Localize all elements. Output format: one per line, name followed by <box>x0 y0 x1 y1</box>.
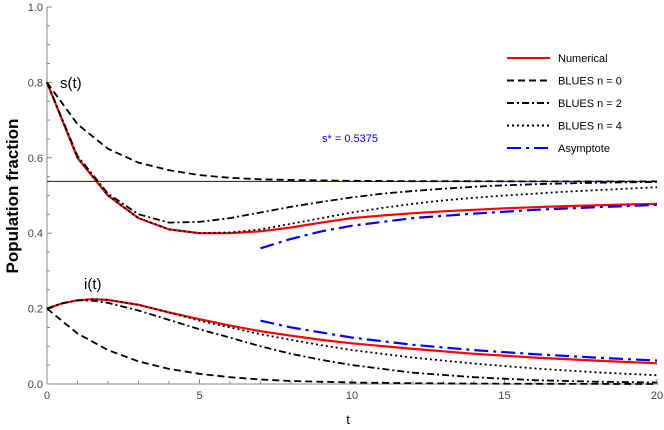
legend: Numerical BLUES n = 0 BLUES n = 2 BLUES n =… <box>507 53 622 155</box>
series-numerical-i <box>46 298 658 365</box>
x-axis-label: t <box>346 412 350 427</box>
series-group <box>45 81 658 385</box>
legend-label: BLUES n = 4 <box>558 121 622 133</box>
legend-label: BLUES n = 2 <box>558 98 622 110</box>
series-blues-n-4-s <box>46 82 658 235</box>
series-numerical-s <box>45 81 658 235</box>
y-axis-label: Population fraction <box>3 119 22 274</box>
series-blues-n-0-i <box>46 307 658 385</box>
i-curve-label: i(t) <box>84 276 102 293</box>
s-curve-label: s(t) <box>60 75 82 92</box>
legend-label: Asymptote <box>558 143 610 155</box>
legend-label: BLUES n = 0 <box>558 76 622 88</box>
series-blues-n-0-s <box>46 81 657 183</box>
x-tick-label: 0 <box>44 390 50 402</box>
y-tick-label: 0.8 <box>28 77 43 89</box>
x-tick-label: 15 <box>498 390 510 402</box>
legend-label: Numerical <box>558 53 608 65</box>
y-tick-label: 0.2 <box>28 304 43 316</box>
series-asymptote-i <box>260 319 658 362</box>
y-tick-label: 0.6 <box>28 153 43 165</box>
x-tick-label: 10 <box>346 390 358 402</box>
series-blues-n-2-i <box>46 299 658 384</box>
y-tick-label: 1.0 <box>28 2 43 14</box>
x-tick-label: 20 <box>651 390 663 402</box>
series-asymptote-s <box>260 203 658 250</box>
axes: 0 5 10 15 20 0.0 0.2 0.4 0.6 0.8 1.0 <box>28 2 663 402</box>
series-blues-n-2-s <box>46 82 658 224</box>
y-tick-label: 0.4 <box>28 228 43 240</box>
x-tick-label: 5 <box>196 390 202 402</box>
y-tick-label: 0.0 <box>28 379 43 391</box>
s-star-label: s* = 0.5375 <box>322 133 378 145</box>
